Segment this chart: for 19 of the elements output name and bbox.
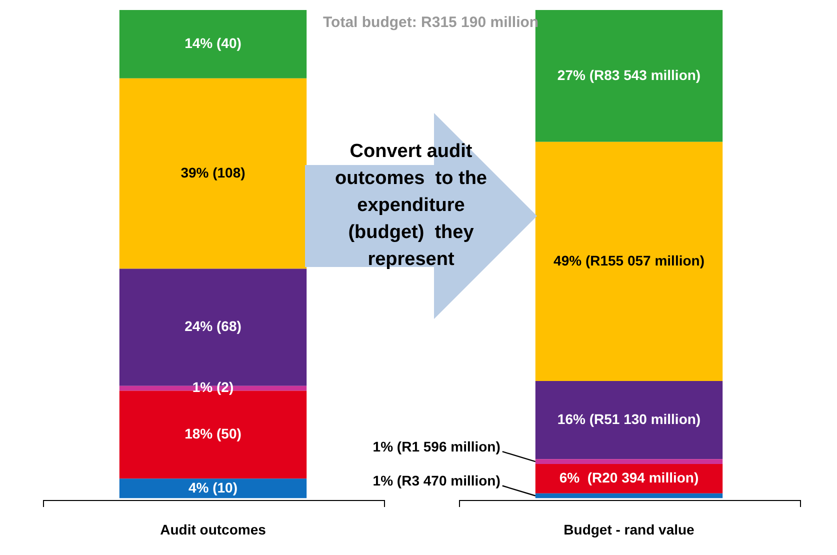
data-label: 49% (R155 057 million) [554,252,704,268]
bar [119,478,307,498]
x-tick-label: Budget - rand value [564,521,695,538]
data-label: 18% (50) [184,426,242,442]
data-label: 14% (40) [184,35,242,52]
data-label: 1% (R1 596 million) [372,438,500,454]
data-label: 16% (R51 130 million) [557,410,701,427]
data-label: 27% (R83 543 million) [557,66,701,83]
bar [535,493,723,498]
data-label: 24% (68) [184,318,242,334]
data-label: 6% (R20 394 million) [559,470,699,486]
x-tick-label: Audit outcomes [160,521,266,538]
bar [119,10,307,78]
bar [535,381,723,460]
annotation: Convert audit outcomes to the expenditure (budget) they represent [334,140,488,272]
data-label: 4% (10) [188,479,238,496]
bar [535,459,723,464]
data-label: 39% (108) [180,164,246,180]
data-label: 1% (R3 470 million) [372,472,500,489]
